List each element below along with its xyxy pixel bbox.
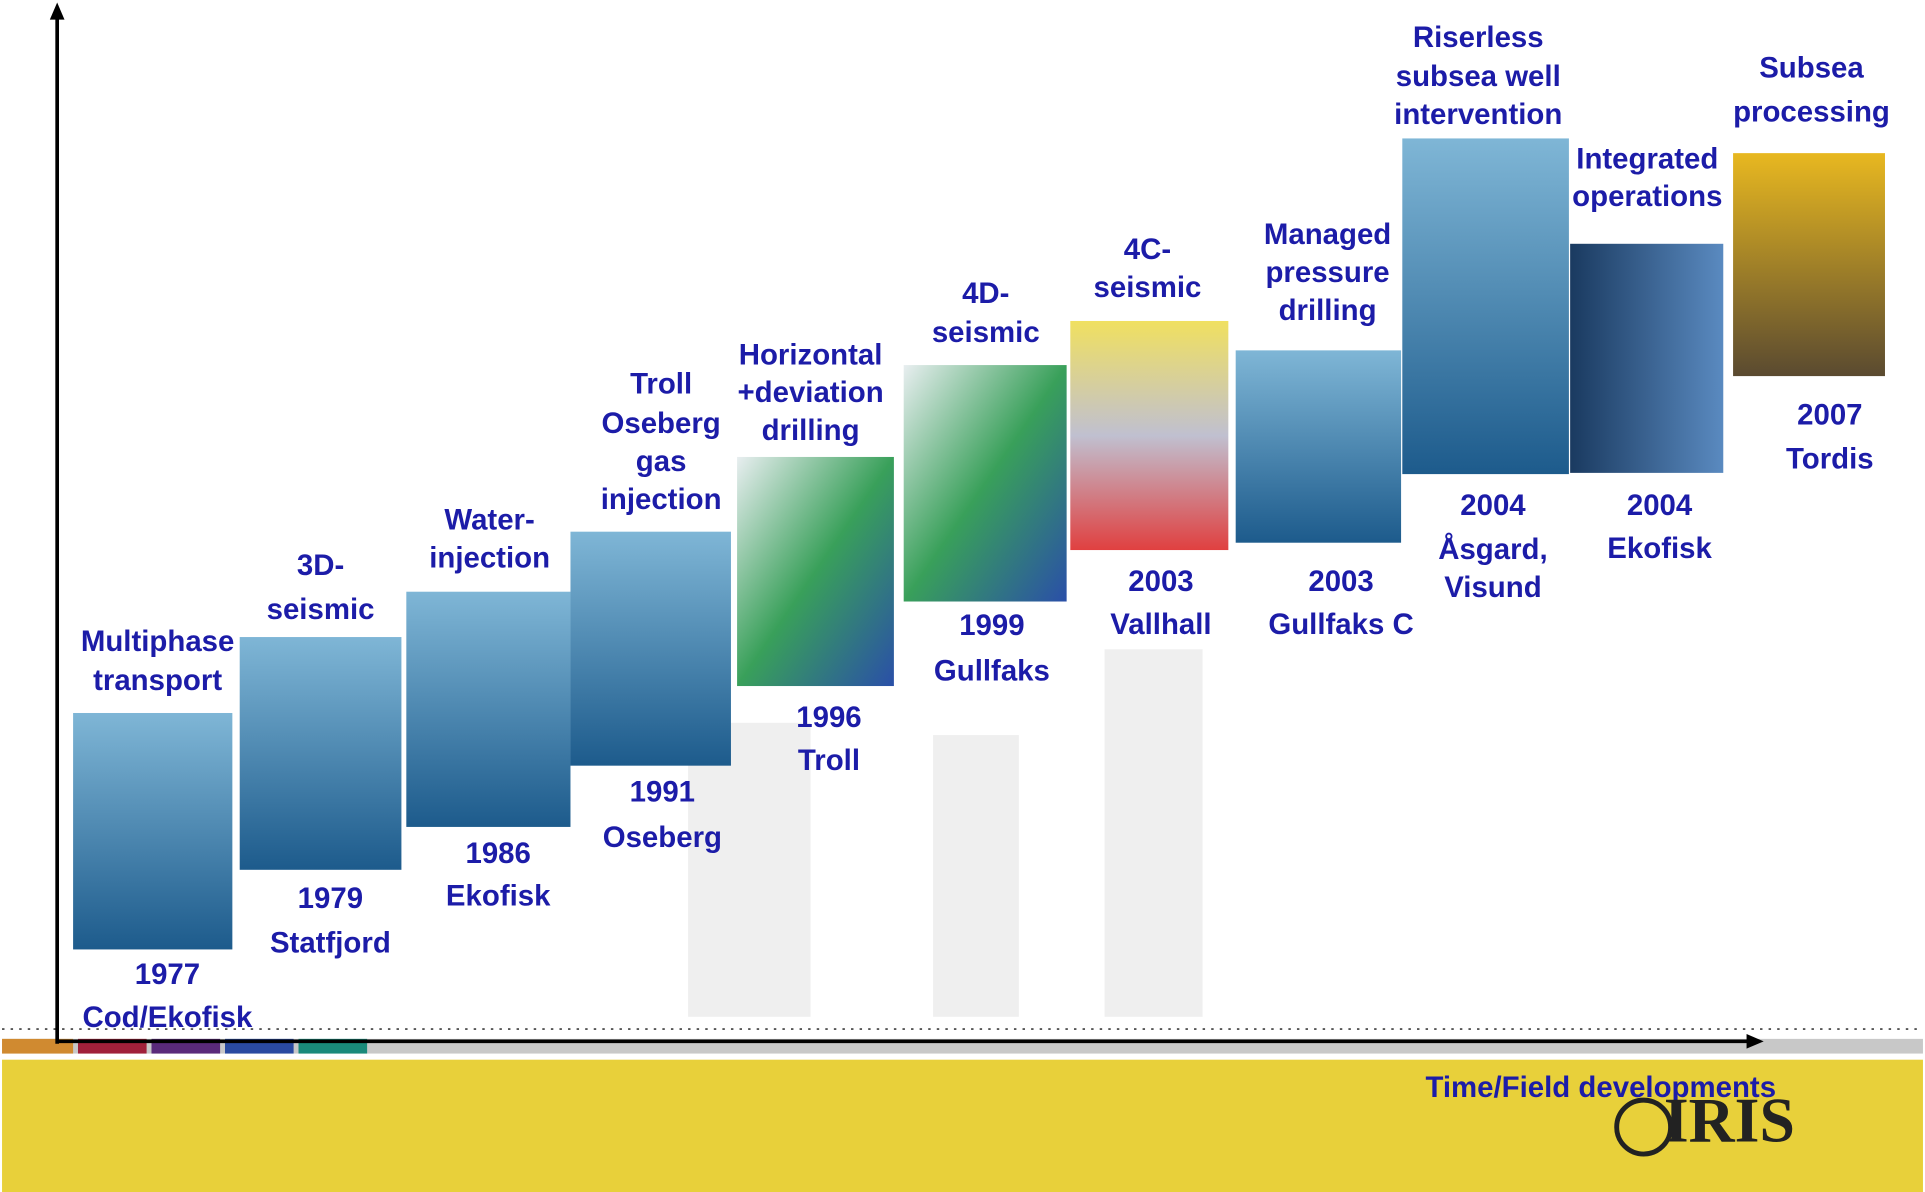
item-caption: Cod/Ekofisk [83, 1001, 253, 1034]
item-label: Troll [630, 368, 692, 401]
item-caption: 1979 [298, 882, 363, 915]
item-label: Riserless [1413, 21, 1544, 54]
item-label: injection [601, 483, 722, 516]
item-label: injection [429, 542, 550, 575]
item-label: Horizontal [739, 338, 883, 371]
photo [904, 365, 1067, 601]
item-caption: 1996 [796, 701, 861, 734]
item-caption: Oseberg [603, 821, 722, 854]
item-label: Multiphase [81, 625, 235, 658]
photo [240, 637, 402, 870]
photo [737, 457, 894, 686]
item-label: operations [1572, 180, 1722, 213]
item-label: Oseberg [602, 407, 721, 440]
item-caption: Ekofisk [446, 880, 551, 913]
item-caption: 1991 [630, 776, 695, 809]
item-caption: Gullfaks [934, 654, 1050, 687]
item-caption: Åsgard, [1438, 533, 1547, 566]
item-label: Managed [1264, 218, 1391, 251]
item-label: 4C- [1124, 233, 1171, 266]
item-caption: 2003 [1128, 565, 1193, 598]
item-caption: Gullfaks C [1268, 608, 1413, 641]
item-label: 3D- [297, 549, 344, 582]
logo: IRIS [1664, 1085, 1795, 1156]
item-label: Integrated [1576, 142, 1718, 175]
item-caption: 2004 [1460, 489, 1526, 522]
item-label: seismic [267, 593, 375, 626]
photo [1733, 153, 1885, 376]
item-label: drilling [762, 414, 860, 447]
watermark [688, 649, 1203, 1017]
item-label: Subsea [1759, 52, 1864, 85]
item-label: 4D- [962, 277, 1009, 310]
item-caption: 2007 [1797, 398, 1862, 431]
item-caption: Ekofisk [1607, 532, 1712, 565]
photo [1402, 138, 1569, 474]
item-label: transport [93, 664, 222, 697]
item-caption: 2004 [1627, 489, 1693, 522]
photo [1236, 350, 1401, 542]
item-label: pressure [1265, 256, 1389, 289]
photo [570, 532, 730, 766]
item-caption: Vallhall [1110, 608, 1211, 641]
item-caption: Visund [1444, 571, 1541, 604]
item-label: gas [636, 445, 687, 478]
item-caption: 1986 [466, 837, 531, 870]
item-label: seismic [1094, 271, 1202, 304]
item-label: Water- [444, 504, 534, 537]
photo [406, 592, 570, 827]
item-label: +deviation [737, 376, 883, 409]
photo [73, 713, 232, 949]
item-label: seismic [932, 316, 1040, 349]
photo [1070, 321, 1228, 550]
item-label: subsea well [1396, 60, 1561, 93]
item-caption: 1977 [135, 958, 200, 991]
item-caption: 1999 [959, 609, 1024, 642]
item-caption: 2003 [1308, 565, 1373, 598]
item-label: processing [1733, 96, 1890, 129]
item-label: intervention [1394, 98, 1562, 131]
arrow-head [50, 2, 65, 19]
item-label: drilling [1279, 294, 1377, 327]
item-caption: Tordis [1786, 442, 1874, 475]
item-caption: Statfjord [270, 926, 391, 959]
item-caption: Troll [798, 744, 860, 777]
photo [1570, 244, 1723, 473]
slide: Time/Field developments IRIS Multiphaset… [0, 0, 1925, 1192]
